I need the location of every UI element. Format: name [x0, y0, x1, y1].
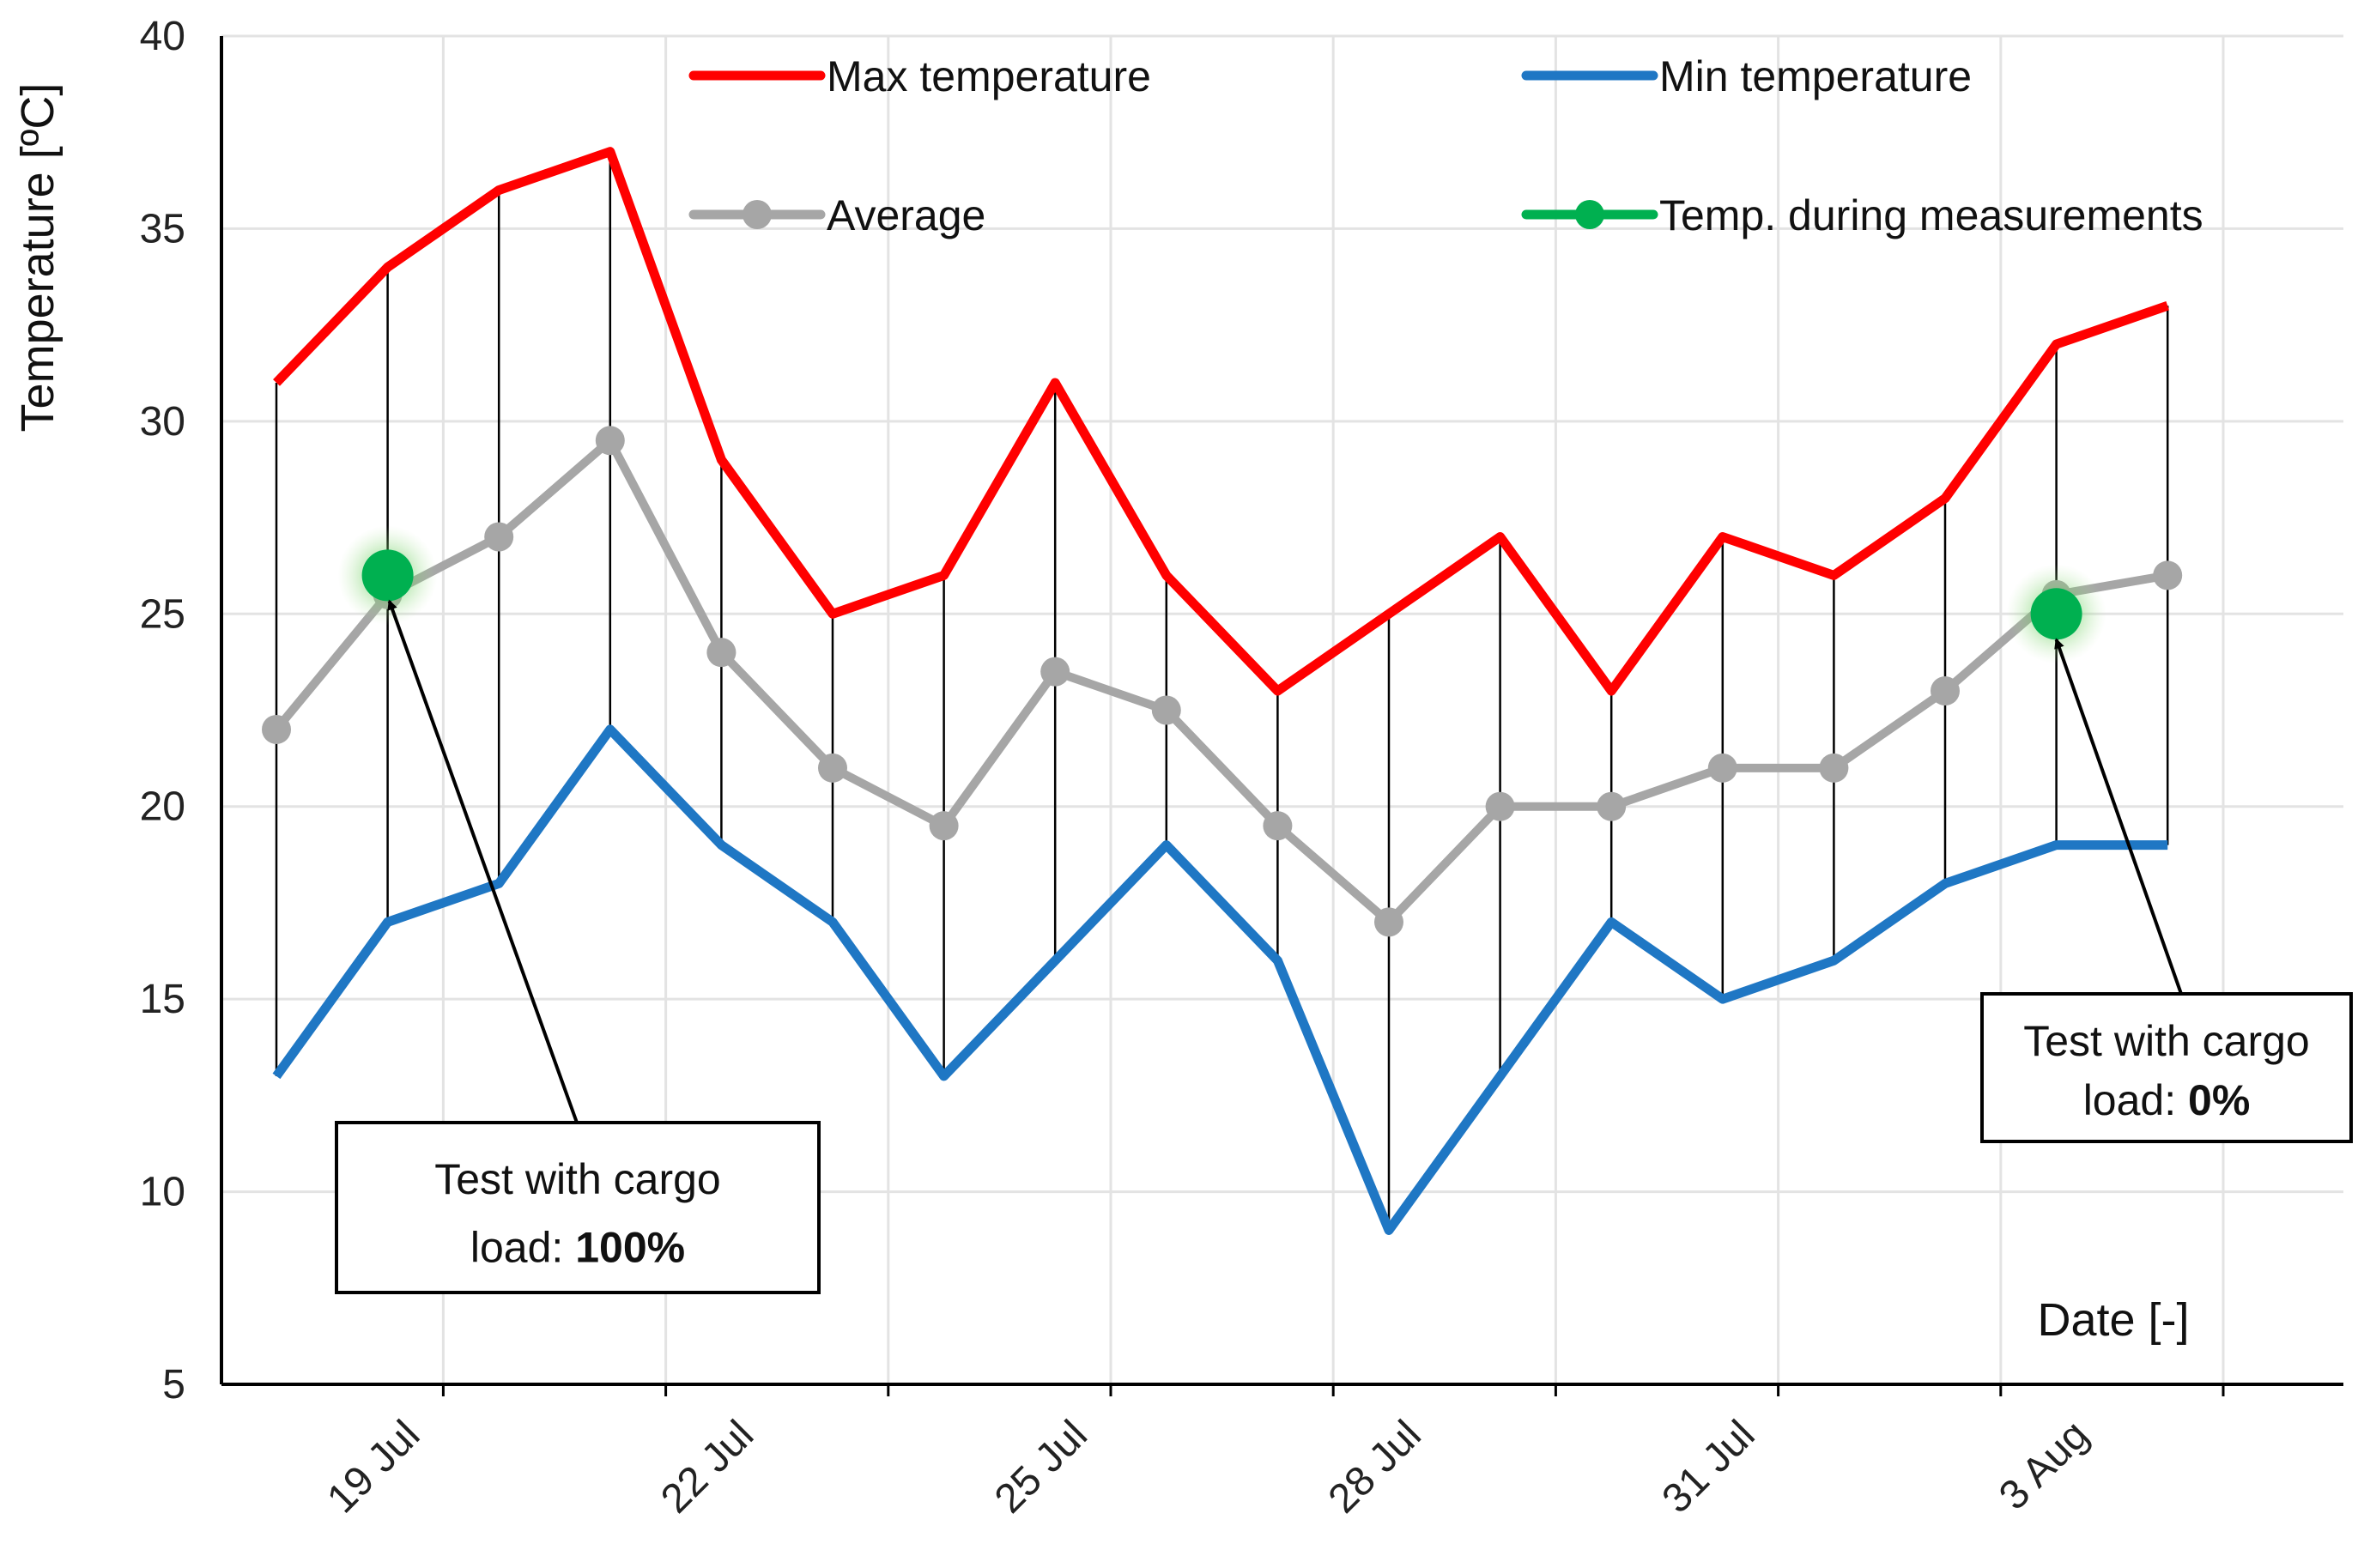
axes: [220, 36, 2343, 1396]
annotation-box: [1980, 992, 2353, 1143]
y-tick-label: 20: [140, 784, 185, 830]
annotations: Test with cargo load: 100% Test with cargo…: [335, 599, 2353, 1294]
annotation-line2-prefix: load:: [2083, 1076, 2188, 1124]
annotation-line2-prefix: load:: [470, 1223, 575, 1271]
max-temperature-line: [273, 147, 2169, 696]
min-temperature-line: [272, 724, 2168, 1235]
x-tick-label: 25 Jul: [986, 1412, 1096, 1522]
legend: Max temperature Min temperature Average Tem…: [688, 52, 2203, 239]
average-point: [1819, 753, 1849, 783]
annotation-line2: load: 0%: [2083, 1076, 2251, 1124]
legend-label: Max temperature: [827, 52, 1151, 100]
average-point: [1374, 907, 1403, 937]
x-tick-label: 3 Aug: [1991, 1412, 2097, 1518]
annotation-line2-bold: 100%: [575, 1223, 685, 1271]
y-axis-title: Temperature [ºC]: [12, 83, 64, 433]
average-point: [929, 811, 959, 841]
measurement-point: [2030, 588, 2082, 640]
annotation-arrow: [387, 599, 579, 1123]
x-tick-label: 19 Jul: [318, 1412, 428, 1522]
legend-label: Min temperature: [1659, 52, 1972, 100]
measurement-point: [361, 549, 414, 602]
annotation-arrow: [2054, 638, 2183, 995]
y-tick-label: 35: [140, 206, 185, 251]
average-point: [706, 638, 736, 668]
y-tick-label: 10: [140, 1170, 185, 1215]
drop-lines: [275, 151, 2169, 1231]
y-tick-label: 30: [140, 399, 185, 445]
y-tick-label: 40: [140, 14, 185, 59]
average-point: [484, 522, 514, 552]
annotation-line1: Test with cargo: [434, 1155, 720, 1203]
series-markers: [262, 426, 2183, 937]
average-point: [2153, 560, 2183, 590]
legend-label: Average: [827, 191, 985, 239]
series-lines: [272, 147, 2169, 1235]
average-point: [1485, 791, 1515, 821]
average-point: [1597, 791, 1627, 821]
annotation-box: [335, 1121, 821, 1294]
average-point: [1931, 676, 1960, 706]
legend-label: Temp. during measurements: [1659, 191, 2203, 239]
average-point: [1707, 753, 1737, 783]
annotation-line1: Test with cargo: [2023, 1017, 2309, 1065]
y-tick-label: 15: [140, 977, 185, 1022]
average-point: [1263, 811, 1293, 841]
average-point: [595, 426, 625, 456]
legend-marker: [743, 200, 772, 229]
grid-lines: [221, 34, 2343, 1384]
average-point: [1151, 695, 1181, 725]
x-tick-label: 31 Jul: [1654, 1412, 1764, 1522]
annotation-line2-bold: 0%: [2188, 1076, 2250, 1124]
y-tick-label: 25: [140, 591, 185, 637]
x-tick-label: 22 Jul: [652, 1412, 762, 1522]
annotation-line2: load: 100%: [470, 1223, 685, 1271]
y-tick-label: 5: [162, 1362, 185, 1408]
average-point: [262, 714, 291, 744]
legend-marker: [1575, 200, 1604, 229]
y-tick-labels: 5 10 15 20 25 30 35 40: [140, 14, 185, 1408]
x-axis-title: Date [-]: [2037, 1294, 2189, 1346]
x-tick-label: 28 Jul: [1320, 1412, 1430, 1522]
average-line: [273, 436, 2169, 927]
average-point: [1040, 657, 1070, 687]
x-tick-labels: 19 Jul 22 Jul 25 Jul 28 Jul 31 Jul 3 Aug: [318, 1412, 2097, 1522]
average-point: [818, 753, 847, 783]
